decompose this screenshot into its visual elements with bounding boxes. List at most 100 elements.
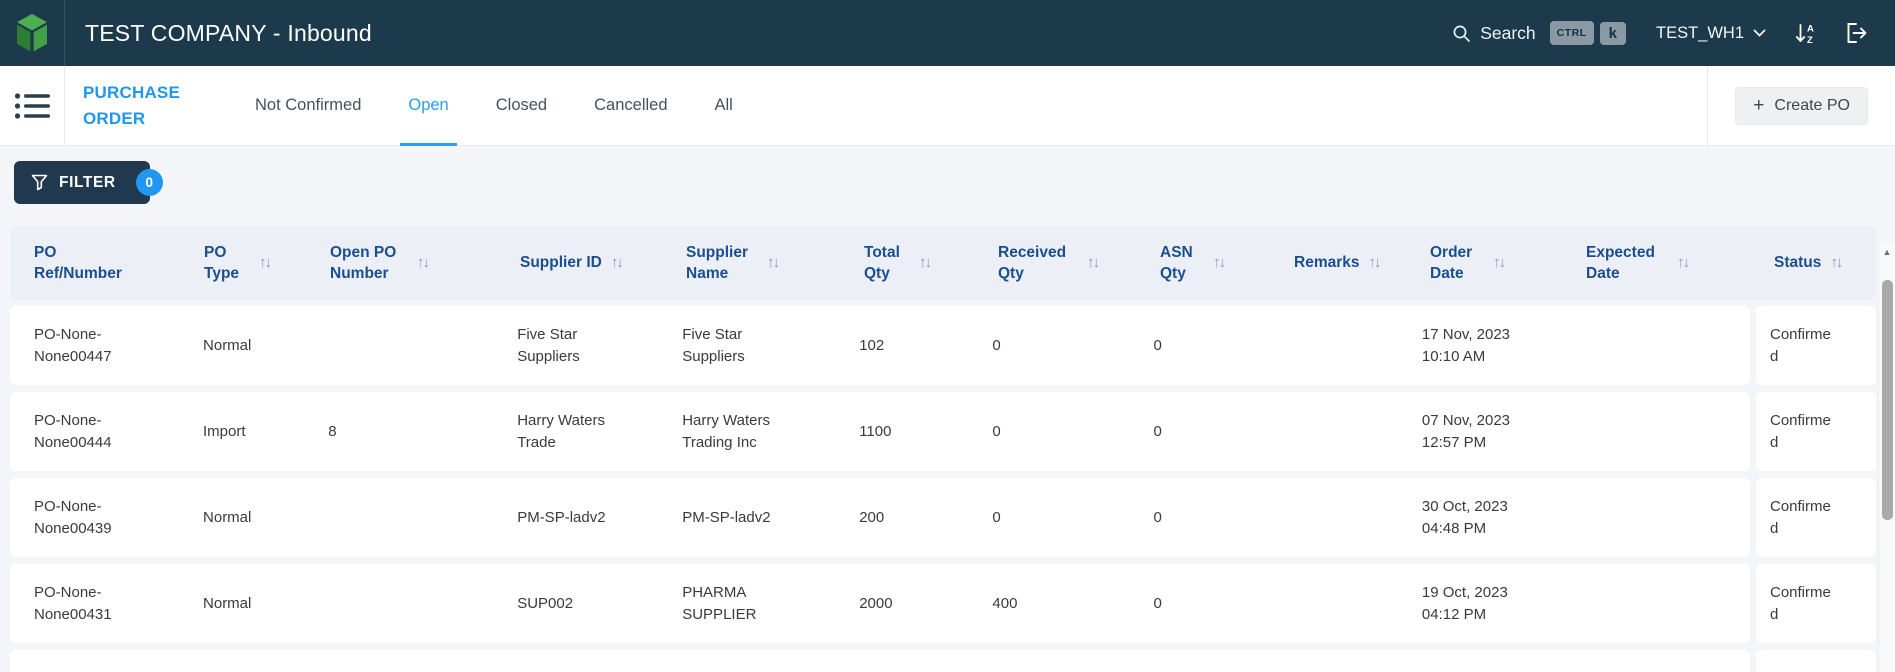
sort-icon: ↑↓: [1493, 254, 1506, 272]
table-row[interactable]: [10, 650, 1876, 672]
cell-po-type: Normal: [203, 336, 252, 354]
chevron-down-icon: [1753, 29, 1766, 37]
col-header-received-qty[interactable]: Received Qty ↑↓: [998, 243, 1100, 282]
cell-received-qty: 0: [992, 336, 1001, 354]
cell-supplier-id: Harry Waters Trade: [517, 411, 605, 451]
status-badge: Confirmed: [1770, 325, 1831, 365]
col-header-asn-qty[interactable]: ASN Qty ↑↓: [1160, 243, 1226, 282]
cell-status: Confirmed: [1756, 478, 1876, 557]
search-label: Search: [1480, 22, 1536, 43]
col-header-supplier-name[interactable]: Supplier Name ↑↓: [686, 243, 780, 282]
cell-order-date: 19 Oct, 2023 04:12 PM: [1421, 583, 1508, 623]
sort-icon: ↑↓: [1368, 254, 1382, 272]
col-header-po-type[interactable]: PO Type ↑↓: [204, 243, 272, 282]
svg-text:Z: Z: [1807, 35, 1813, 45]
cell-total-qty: 1100: [859, 422, 892, 440]
search-icon: [1453, 25, 1471, 42]
table-header: PO Ref/Number PO Type ↑↓ Open PO Number ↑↓…: [10, 227, 1876, 300]
cell-received-qty: 400: [992, 594, 1018, 612]
cell-asn-qty: 0: [1153, 422, 1162, 440]
content-area: FILTER 0 PO Ref/Number PO Type ↑↓ Open PO…: [0, 161, 1895, 672]
cell-po-type: Normal: [203, 594, 252, 612]
k-keycap: k: [1599, 21, 1626, 45]
col-header-expected-date[interactable]: Expected Date ↑↓: [1586, 243, 1690, 282]
col-header-open-po-number[interactable]: Open PO Number ↑↓: [330, 243, 430, 282]
topbar: TEST COMPANY - Inbound Search CTRL k TES…: [0, 0, 1895, 66]
tab-all[interactable]: All: [714, 96, 733, 114]
col-header-total-qty[interactable]: Total Qty ↑↓: [864, 243, 932, 282]
table-row[interactable]: PO-None-None00431 Normal SUP002 PHARMA S…: [10, 564, 1876, 643]
sort-icon: ↑↓: [1677, 254, 1690, 272]
sort-icon: ↑↓: [259, 254, 272, 272]
cell-received-qty: 0: [992, 422, 1001, 440]
sort-az-button[interactable]: A Z: [1794, 22, 1817, 45]
cell-order-date: 30 Oct, 2023 04:48 PM: [1421, 497, 1508, 537]
table-row[interactable]: PO-None-None00447 Normal Five Star Suppl…: [10, 306, 1876, 385]
module-navbar: PURCHASE ORDER Not Confirmed Open Closed…: [0, 65, 1895, 146]
menu-button[interactable]: [0, 91, 64, 121]
cell-po-ref: PO-None-None00444: [34, 411, 112, 451]
cell-total-qty: 102: [859, 336, 885, 354]
sort-az-icon: A Z: [1795, 23, 1814, 45]
warehouse-name: TEST_WH1: [1655, 23, 1744, 42]
scroll-up-arrow[interactable]: ▲: [1882, 247, 1892, 257]
logout-button[interactable]: [1845, 22, 1869, 44]
sort-icon: ↑↓: [919, 254, 932, 272]
col-header-supplier-id[interactable]: Supplier ID ↑↓: [520, 253, 686, 274]
nav-divider: [64, 65, 65, 146]
list-menu-icon: [14, 92, 50, 119]
status-badge: Confirmed: [1770, 497, 1831, 537]
sort-icon: ↑↓: [1213, 254, 1226, 272]
tab-open[interactable]: Open: [400, 66, 458, 146]
col-header-order-date[interactable]: Order Date ↑↓: [1430, 243, 1506, 282]
cell-open-po: 8: [328, 422, 337, 440]
create-po-button[interactable]: + Create PO: [1735, 86, 1868, 125]
status-badge: Confirmed: [1770, 583, 1831, 623]
search-button[interactable]: Search: [1452, 22, 1536, 44]
tab-cancelled[interactable]: Cancelled: [594, 96, 668, 114]
cell-asn-qty: 0: [1153, 508, 1162, 526]
cell-supplier-id: Five Star Suppliers: [517, 325, 580, 365]
vertical-scrollbar[interactable]: ▲: [1878, 242, 1895, 672]
filter-button[interactable]: FILTER 0: [14, 161, 163, 204]
cell-status: Confirmed: [1756, 564, 1876, 643]
cell-asn-qty: 0: [1153, 336, 1162, 354]
warehouse-selector[interactable]: TEST_WH1: [1656, 24, 1766, 43]
col-header-remarks[interactable]: Remarks ↑↓: [1294, 253, 1430, 274]
cell-po-type: Import: [203, 422, 246, 440]
status-badge: Confirmed: [1770, 411, 1831, 451]
col-header-status[interactable]: Status ↑↓: [1760, 253, 1876, 274]
tab-closed[interactable]: Closed: [495, 96, 548, 114]
logout-icon: [1847, 23, 1867, 43]
plus-icon: +: [1753, 95, 1765, 116]
ctrl-keycap: CTRL: [1549, 21, 1594, 45]
sort-icon: ↑↓: [610, 254, 624, 272]
filter-count-badge: 0: [135, 169, 163, 196]
cell-order-date: 17 Nov, 2023 10:10 AM: [1421, 325, 1511, 365]
topbar-actions: Search CTRL k TEST_WH1 A Z: [1452, 21, 1895, 45]
cell-total-qty: 200: [859, 508, 885, 526]
table-row[interactable]: PO-None-None00444 Import 8 Harry Waters …: [10, 392, 1876, 471]
po-table: PO Ref/Number PO Type ↑↓ Open PO Number ↑↓…: [10, 227, 1876, 672]
nav-right: + Create PO: [1707, 65, 1895, 146]
cell-status: Confirmed: [1756, 392, 1876, 471]
cell-po-ref: PO-None-None00439: [34, 497, 112, 537]
tab-not-confirmed[interactable]: Not Confirmed: [255, 96, 362, 114]
company-logo-icon: [17, 13, 47, 52]
col-header-po-ref[interactable]: PO Ref/Number: [34, 243, 122, 282]
filter-label: FILTER: [59, 173, 116, 191]
cell-supplier-id: SUP002: [517, 594, 574, 612]
status-tabs: Not Confirmed Open Closed Cancelled All: [255, 66, 733, 146]
cell-supplier-name: PM-SP-ladv2: [682, 508, 771, 526]
svg-text:A: A: [1807, 23, 1814, 34]
cell-supplier-name: PHARMA SUPPLIER: [682, 583, 757, 623]
sort-icon: ↑↓: [1087, 254, 1100, 272]
cell-supplier-name: Five Star Suppliers: [682, 325, 745, 365]
table-row[interactable]: PO-None-None00439 Normal PM-SP-ladv2 PM-…: [10, 478, 1876, 557]
cell-received-qty: 0: [992, 508, 1001, 526]
scrollbar-thumb[interactable]: [1882, 280, 1893, 520]
page-title: TEST COMPANY - Inbound: [85, 19, 372, 46]
module-title: PURCHASE ORDER: [83, 83, 181, 128]
sort-icon: ↑↓: [417, 254, 430, 272]
